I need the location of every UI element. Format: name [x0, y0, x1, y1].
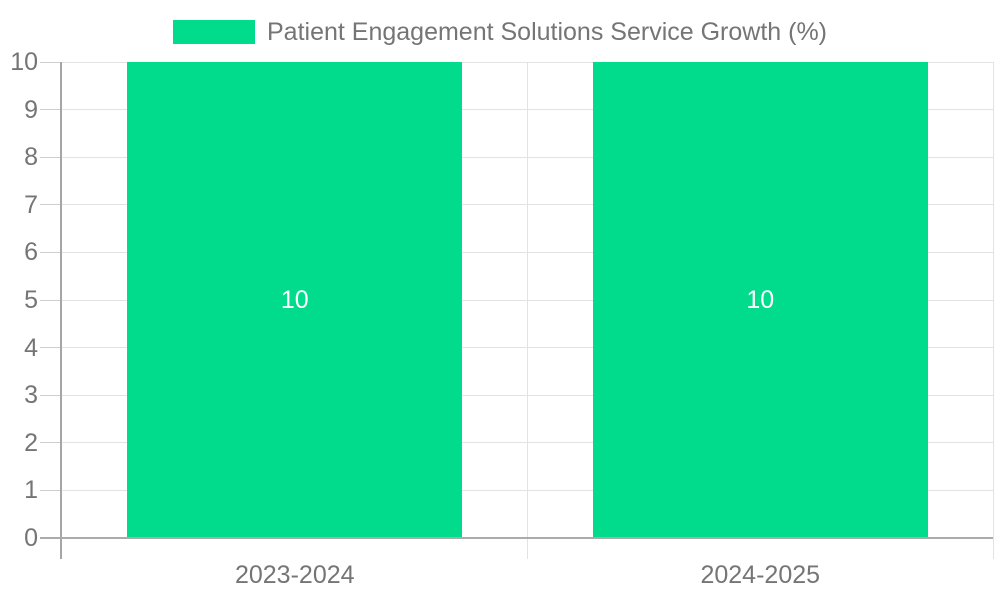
y-axis-tick-label: 6 — [24, 238, 38, 267]
legend-swatch-icon — [173, 20, 255, 44]
y-axis-tick — [40, 61, 62, 63]
y-axis-tick-label: 0 — [24, 524, 38, 552]
y-axis-tick-label: 2 — [24, 428, 38, 457]
y-axis-tick-label: 4 — [24, 333, 38, 362]
category-separator — [527, 62, 528, 559]
y-axis-tick-label: 5 — [24, 286, 38, 314]
y-axis-tick-label: 7 — [24, 190, 38, 219]
y-axis-tick — [40, 109, 62, 111]
y-axis-tick — [40, 299, 62, 301]
bar-value-label: 10 — [746, 286, 775, 314]
bar-value-label: 10 — [280, 286, 309, 314]
y-axis-tick — [40, 251, 62, 253]
y-axis-tick — [40, 204, 62, 206]
y-axis-tick-label: 9 — [24, 95, 38, 124]
legend-label: Patient Engagement Solutions Service Gro… — [267, 18, 827, 46]
y-axis-tick — [40, 489, 62, 491]
x-axis-line — [40, 537, 993, 539]
y-axis-tick-label: 3 — [24, 381, 38, 410]
y-axis-tick-label: 8 — [24, 143, 38, 172]
bar — [127, 62, 463, 538]
x-axis-tick-label: 2023-2024 — [234, 561, 355, 589]
category-separator — [992, 62, 994, 559]
y-axis-tick-label: 10 — [10, 48, 38, 76]
y-axis-tick — [40, 347, 62, 349]
y-axis-line — [60, 62, 62, 559]
legend[interactable]: Patient Engagement Solutions Service Gro… — [0, 17, 1000, 47]
bar — [592, 62, 928, 538]
y-axis-tick — [40, 156, 62, 158]
x-axis-tick-label: 2024-2025 — [700, 561, 821, 589]
y-axis-tick-label: 1 — [24, 476, 38, 505]
y-axis-tick — [40, 394, 62, 396]
y-axis-tick — [40, 442, 62, 444]
